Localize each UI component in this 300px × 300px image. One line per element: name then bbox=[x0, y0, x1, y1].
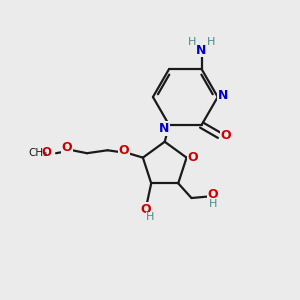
Text: H: H bbox=[146, 212, 154, 222]
Text: N: N bbox=[196, 44, 207, 57]
Text: H: H bbox=[207, 37, 215, 47]
Text: N: N bbox=[159, 122, 169, 135]
Text: H: H bbox=[209, 199, 217, 209]
Text: O: O bbox=[140, 203, 151, 216]
Text: H: H bbox=[188, 37, 196, 47]
Text: N: N bbox=[218, 89, 228, 102]
Text: O: O bbox=[208, 188, 218, 201]
Text: CH₃: CH₃ bbox=[28, 148, 47, 158]
Text: O: O bbox=[42, 146, 52, 159]
Text: O: O bbox=[61, 141, 72, 154]
Text: O: O bbox=[220, 129, 231, 142]
Text: O: O bbox=[188, 151, 198, 164]
Text: O: O bbox=[118, 144, 129, 157]
